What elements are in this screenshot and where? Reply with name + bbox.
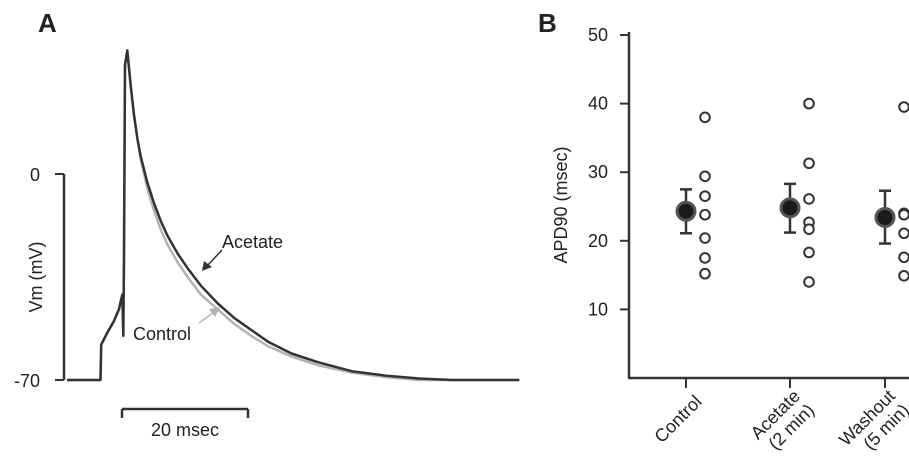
individual-data-point (803, 276, 815, 288)
panel-b-y-tick-label: 20 (588, 231, 608, 251)
individual-data-point (803, 193, 815, 205)
time-scale-bar-label: 20 msec (151, 420, 219, 440)
individual-data-point (699, 267, 711, 280)
acetate-trace (67, 49, 520, 382)
panel-b-x-tick-label: Control (650, 392, 705, 447)
individual-data-point (898, 101, 909, 113)
panel-a: A 0 -70 Vm (mV) Acetate Control 20 msec (14, 8, 520, 440)
control-pointer-line (198, 311, 215, 324)
panel-b-x-ticks: Control Acetate(2 min) Washout(5 min) (650, 378, 909, 464)
individual-data-point (898, 251, 909, 264)
panel-b-x-tick-label: Acetate(2 min) (747, 386, 818, 457)
acetate-trace-label: Acetate (222, 232, 283, 252)
mean-point (874, 206, 896, 228)
individual-data-point (699, 208, 711, 221)
individual-data-point (803, 223, 815, 235)
individual-data-point (699, 232, 711, 244)
panel-b-x-tick-label: Washout(5 min) (835, 386, 909, 464)
panel-b-y-tick-label: 30 (588, 162, 608, 182)
panel-a-y-tick-label-minus70: -70 (14, 371, 40, 391)
panel-b-y-axis-title: APD90 (msec) (551, 146, 571, 263)
individual-data-point (699, 190, 711, 203)
acetate-pointer-arrowhead (202, 261, 212, 271)
individual-data-point (898, 269, 909, 282)
panel-b-y-tick-label: 10 (588, 299, 608, 319)
mean-point (675, 200, 697, 222)
panel-a-y-tick-label-0: 0 (30, 165, 40, 185)
individual-data-point (898, 227, 909, 240)
control-pointer-arrowhead (209, 307, 220, 317)
individual-data-point (699, 111, 711, 124)
individual-data-point (699, 170, 711, 183)
individual-data-point (898, 208, 909, 221)
panel-b-y-tick-label: 40 (588, 94, 608, 114)
individual-data-point (803, 157, 815, 170)
panel-b: B 10 20 30 40 50 Control Acetate(2 min) Washou… (538, 8, 909, 464)
panel-a-y-axis-title: Vm (mV) (26, 242, 46, 313)
panel-b-label: B (538, 8, 557, 38)
individual-data-point (803, 97, 815, 110)
panel-b-marks (675, 97, 909, 288)
panel-a-label: A (38, 8, 57, 38)
panel-b-y-ticks: 10 20 30 40 50 (588, 25, 629, 319)
acetate-pointer-line (206, 249, 223, 267)
individual-data-point (803, 246, 815, 259)
control-trace-label: Control (133, 324, 191, 344)
mean-point (779, 197, 801, 219)
individual-data-point (699, 252, 711, 264)
panel-b-y-tick-label: 50 (588, 25, 608, 45)
